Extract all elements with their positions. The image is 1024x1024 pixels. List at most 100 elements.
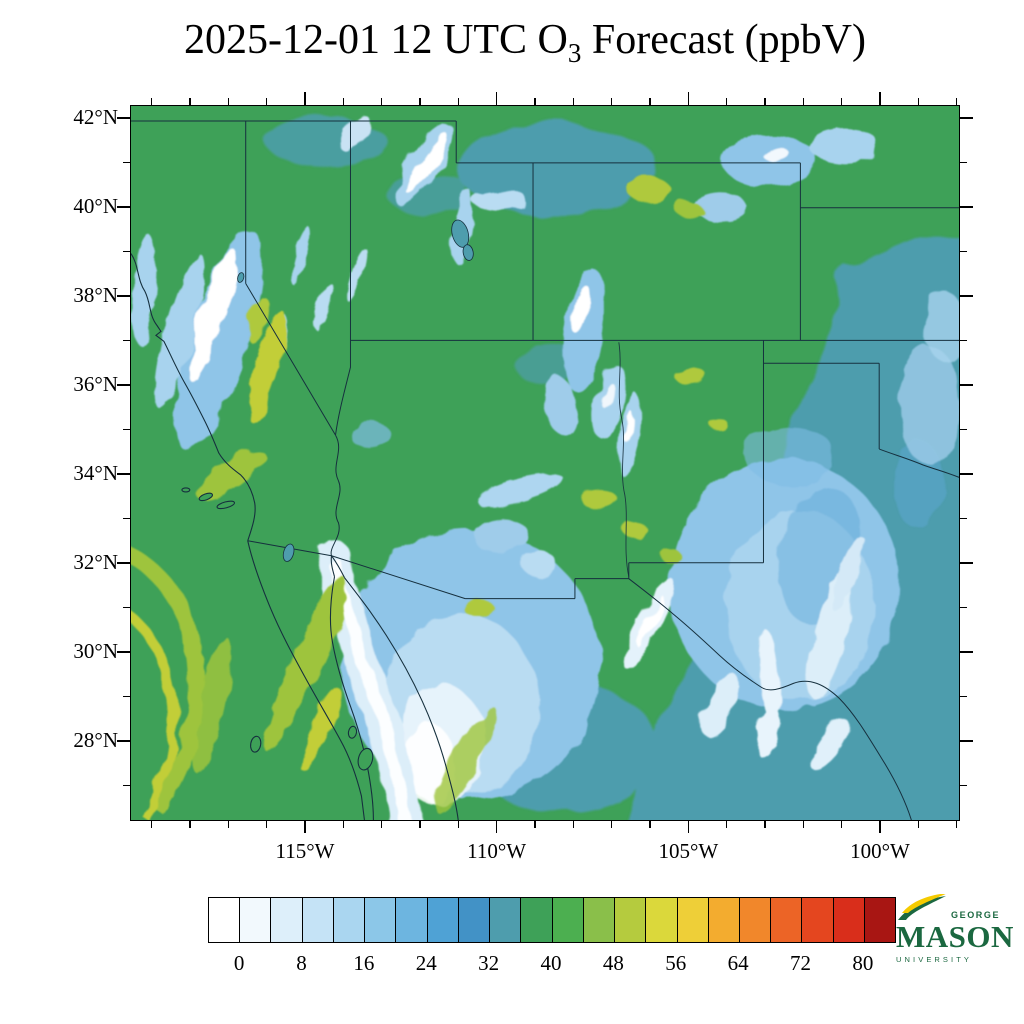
colorbar-segment xyxy=(209,898,241,942)
red-river-border xyxy=(879,448,959,478)
lat-minor-tick xyxy=(123,695,130,698)
lat-minor-tick xyxy=(123,606,130,609)
colorbar-tick-label: 24 xyxy=(415,951,437,975)
lon-tick-label: 100°W xyxy=(850,839,910,863)
lon-minor-tick xyxy=(342,821,344,828)
lat-tick-label: 36°N xyxy=(73,372,118,396)
california-coast xyxy=(131,253,256,541)
colorbar-segment xyxy=(864,898,896,942)
state-border-lines xyxy=(131,120,959,579)
baja-outer-coast xyxy=(247,540,365,820)
lon-minor-tick xyxy=(764,98,766,105)
lon-minor-tick xyxy=(151,98,153,105)
lat-tick-label: 42°N xyxy=(73,105,118,129)
lon-minor-tick xyxy=(189,98,191,105)
colorbar-segment xyxy=(427,898,459,942)
colorbar-tick-label: 0 xyxy=(233,951,245,975)
lat-minor-tick xyxy=(960,161,967,164)
lat-tick-left xyxy=(117,473,130,475)
colorbar-segment xyxy=(521,898,553,942)
sonora-coast xyxy=(344,577,459,820)
lat-tick-right xyxy=(960,206,973,208)
lon-minor-tick xyxy=(917,821,919,828)
lat-minor-tick xyxy=(960,695,967,698)
colorbar-segment xyxy=(365,898,397,942)
gmu-logo: GEORGE MASON UNIVERSITY xyxy=(896,894,1018,964)
lon-minor-tick xyxy=(151,821,153,828)
colorbar-segment xyxy=(333,898,366,942)
lon-minor-tick xyxy=(457,98,459,105)
lat-minor-tick xyxy=(123,161,130,164)
lon-minor-tick xyxy=(534,821,536,828)
colorbar-segment xyxy=(833,898,865,942)
lon-minor-tick xyxy=(227,98,229,105)
lon-tick-bottom xyxy=(495,821,498,833)
colorbar-segment xyxy=(490,898,522,942)
lon-minor-tick xyxy=(227,821,229,828)
lat-tick-label: 30°N xyxy=(73,639,118,663)
colorbar-tick-label: 64 xyxy=(727,951,749,975)
lon-minor-tick xyxy=(611,98,613,105)
gmu-logo-university: UNIVERSITY xyxy=(896,954,973,964)
salton-sea xyxy=(282,543,295,562)
lat-minor-tick xyxy=(960,784,967,787)
lat-tick-right xyxy=(960,117,973,119)
map-frame xyxy=(130,105,960,821)
colorbar-segment xyxy=(646,898,678,942)
lon-tick-top xyxy=(687,92,690,105)
colorbar-segment xyxy=(771,898,803,942)
lat-minor-tick xyxy=(960,606,967,609)
lon-minor-tick xyxy=(342,98,344,105)
lat-tick-label: 28°N xyxy=(73,728,118,752)
colorbar-tick-label: 32 xyxy=(478,951,500,975)
lon-minor-tick xyxy=(841,98,843,105)
lon-minor-tick xyxy=(649,821,651,828)
title-subscript: 3 xyxy=(567,38,582,68)
colorado-river-border xyxy=(330,340,351,556)
colorbar-tick-label: 16 xyxy=(353,951,375,975)
lat-tick-right xyxy=(960,562,973,564)
lon-minor-tick xyxy=(956,98,958,105)
lat-tick-right xyxy=(960,651,973,653)
gmu-swoosh-icon xyxy=(898,894,946,920)
gmu-logo-george: GEORGE xyxy=(951,910,1001,920)
colorbar-tick-label: 48 xyxy=(602,951,624,975)
lon-tick-bottom xyxy=(304,821,306,833)
colorbar-segment xyxy=(240,898,272,942)
lat-tick-left xyxy=(117,206,130,208)
lat-minor-tick xyxy=(123,250,130,253)
lon-minor-tick xyxy=(381,98,383,105)
baja-gulf-coast xyxy=(329,576,374,820)
lon-minor-tick xyxy=(726,98,728,105)
ozone-lightblue-regions xyxy=(133,113,959,820)
lakes xyxy=(237,219,474,562)
colorbar xyxy=(208,897,896,943)
colorbar-segment xyxy=(677,898,709,942)
colorbar-segment xyxy=(802,898,834,942)
lat-tick-left xyxy=(117,562,130,564)
lat-tick-right xyxy=(960,295,973,297)
lon-tick-bottom xyxy=(687,821,690,833)
lon-tick-label: 115°W xyxy=(275,839,335,863)
lat-minor-tick xyxy=(123,784,130,787)
title-suffix: Forecast (ppbV) xyxy=(581,17,866,63)
lon-tick-top xyxy=(495,92,498,105)
lon-minor-tick xyxy=(419,98,421,105)
lat-tick-right xyxy=(960,473,973,475)
plot-title: 2025-12-01 12 UTC O3 Forecast (ppbV) xyxy=(95,16,955,67)
colorado-delta xyxy=(330,555,345,578)
lat-tick-label: 40°N xyxy=(73,194,118,218)
lon-minor-tick xyxy=(917,98,919,105)
forecast-map xyxy=(131,106,959,820)
lon-minor-tick xyxy=(266,98,268,105)
colorbar-segment xyxy=(583,898,616,942)
lon-minor-tick xyxy=(534,98,536,105)
lat-tick-right xyxy=(960,384,973,386)
lat-minor-tick xyxy=(123,428,130,431)
colorbar-tick-label: 40 xyxy=(540,951,562,975)
lat-tick-left xyxy=(117,651,130,653)
lon-tick-label: 110°W xyxy=(467,839,527,863)
lat-tick-right xyxy=(960,740,973,742)
lat-minor-tick xyxy=(123,517,130,520)
